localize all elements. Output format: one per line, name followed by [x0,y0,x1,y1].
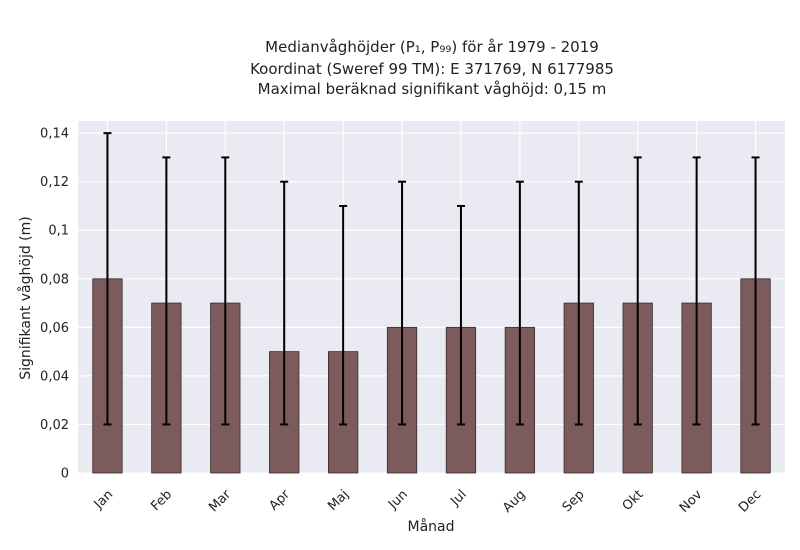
y-tick-label: 0,1 [48,224,69,239]
x-tick-label: Dec [736,487,764,515]
error-bars [103,132,760,426]
x-tick-label: Mar [206,487,234,515]
chart-title-line-3: Maximal beräknad signifikant våghöjd: 0,… [258,80,607,98]
y-tick-label: 0,14 [40,127,69,142]
chart-title-line-2: Koordinat (Sweref 99 TM): E 371769, N 61… [250,60,614,78]
y-tick-label: 0,06 [40,321,69,336]
x-tick-label: Sep [560,487,588,515]
x-tick-label: Nov [677,487,706,516]
x-tick-label: Aug [500,487,529,516]
x-tick-label: Jan [91,487,116,512]
x-tick-label: Apr [267,487,294,514]
x-tick-label: Feb [148,487,175,514]
x-ticks: Jan Feb Mar Apr Maj Jun Jul Aug Sep Okt Nov Dec [91,487,765,516]
y-tick-label: 0,02 [40,418,69,433]
plot-area [78,121,785,473]
y-tick-label: 0,12 [40,175,69,190]
x-axis-label: Månad [408,518,455,535]
x-tick-label: Jun [385,487,411,513]
y-tick-label: 0,04 [40,369,69,384]
y-tick-label: 0,08 [40,272,69,287]
y-ticks: 0 0,02 0,04 0,06 0,08 0,1 0,12 0,14 [40,127,69,482]
chart-title-line-1: Medianvåghöjder (P₁, P₉₉) för år 1979 - … [265,38,599,56]
y-axis-label: Signifikant våghöjd (m) [17,216,34,379]
x-tick-label: Okt [620,487,647,514]
y-tick-label: 0 [61,467,69,482]
x-tick-label: Jul [447,487,469,509]
x-tick-label: Maj [325,487,352,514]
